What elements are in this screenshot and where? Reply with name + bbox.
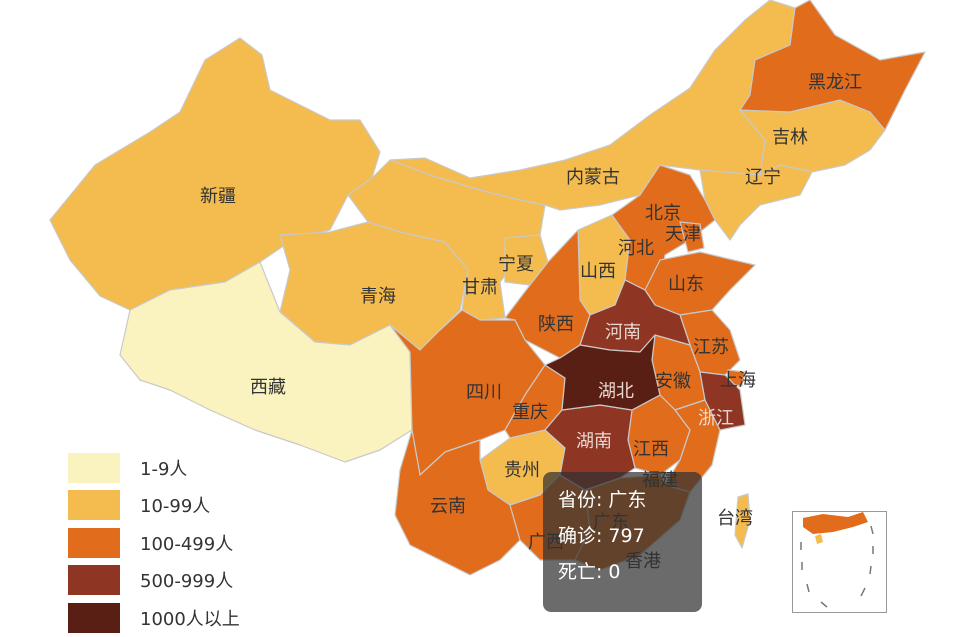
- legend-item-500-999[interactable]: 500-999人: [68, 562, 240, 600]
- region-heilongjiang[interactable]: [739, 0, 926, 131]
- tooltip-province-key: 省份:: [558, 489, 603, 511]
- label-taiwan: 台湾: [717, 508, 753, 529]
- label-jiangxi: 江西: [633, 439, 669, 460]
- label-shanxi: 山西: [580, 261, 616, 282]
- label-guizhou: 贵州: [504, 460, 540, 481]
- legend-swatch: [68, 452, 120, 483]
- legend-label: 100-499人: [140, 533, 234, 555]
- label-hebei: 河北: [618, 238, 654, 259]
- label-jiangsu: 江苏: [693, 337, 729, 358]
- legend: 1-9人 10-99人 100-499人 500-999人 1000人以上: [68, 449, 240, 637]
- tooltip-death-row: 死亡: 0: [558, 554, 702, 590]
- tooltip-confirmed-key: 确诊:: [558, 525, 603, 547]
- label-neimenggu: 内蒙古: [566, 167, 620, 188]
- region-hubei[interactable]: [544, 334, 661, 411]
- legend-swatch: [68, 602, 120, 633]
- legend-label: 500-999人: [140, 571, 234, 593]
- legend-item-1000-plus[interactable]: 1000人以上: [68, 599, 240, 637]
- legend-swatch: [68, 490, 120, 521]
- label-tianjin: 天津: [665, 224, 701, 245]
- label-gansu: 甘肃: [462, 277, 498, 298]
- tooltip-death-key: 死亡:: [558, 561, 603, 583]
- legend-label: 1000人以上: [140, 608, 240, 630]
- label-xinjiang: 新疆: [200, 186, 236, 207]
- legend-item-100-499[interactable]: 100-499人: [68, 524, 240, 562]
- label-hunan: 湖南: [576, 431, 612, 452]
- legend-item-1-9[interactable]: 1-9人: [68, 449, 240, 487]
- label-beijing: 北京: [645, 203, 681, 224]
- label-henan: 河南: [605, 322, 641, 343]
- region-taiwan[interactable]: [734, 493, 751, 549]
- region-tianjin[interactable]: [679, 221, 705, 253]
- region-zhejiang[interactable]: [699, 371, 746, 431]
- tooltip-province-row: 省份: 广东: [558, 482, 702, 518]
- label-yunnan: 云南: [430, 496, 466, 517]
- label-hubei: 湖北: [598, 381, 634, 402]
- legend-label: 1-9人: [140, 458, 188, 480]
- tooltip-province-value: 广东: [608, 489, 647, 511]
- label-zhejiang: 浙江: [698, 408, 734, 429]
- label-jilin: 吉林: [772, 127, 808, 148]
- label-shandong: 山东: [668, 274, 704, 295]
- label-anhui: 安徽: [655, 371, 691, 392]
- label-liaoning: 辽宁: [745, 167, 781, 188]
- legend-swatch: [68, 527, 120, 558]
- label-chongqing: 重庆: [512, 402, 548, 423]
- region-beijing-hebei[interactable]: [611, 164, 716, 291]
- label-ningxia: 宁夏: [498, 254, 534, 275]
- label-qinghai: 青海: [360, 286, 396, 307]
- tooltip-confirmed-row: 确诊: 797: [558, 518, 702, 554]
- inset-map-icon: [800, 512, 874, 608]
- south-china-sea-inset: [792, 511, 887, 613]
- label-shanghai: 上海: [720, 370, 756, 391]
- legend-swatch: [68, 565, 120, 596]
- label-sichuan: 四川: [466, 382, 502, 403]
- tooltip-death-value: 0: [608, 561, 621, 583]
- tooltip-confirmed-value: 797: [608, 525, 645, 547]
- legend-label: 10-99人: [140, 496, 211, 518]
- label-heilongjiang: 黑龙江: [808, 72, 862, 93]
- legend-item-10-99[interactable]: 10-99人: [68, 487, 240, 525]
- province-tooltip: 省份: 广东 确诊: 797 死亡: 0: [543, 472, 702, 612]
- label-shaanxi: 陕西: [538, 314, 574, 335]
- label-xizang: 西藏: [250, 377, 286, 398]
